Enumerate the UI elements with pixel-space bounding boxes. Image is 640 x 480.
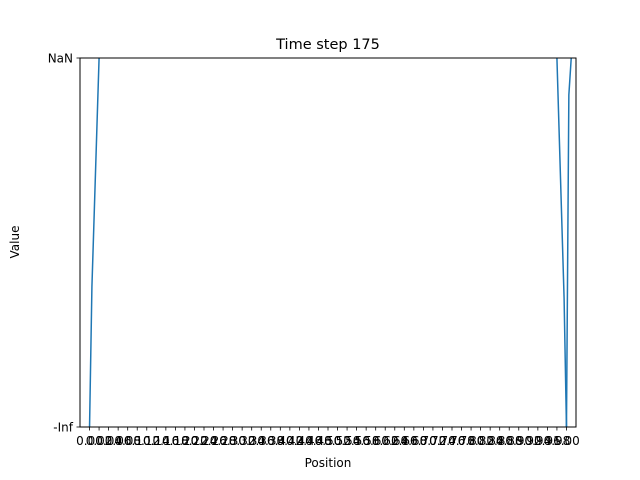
x-tick-label: 0.50 [315,434,342,448]
series-line-segment [88,57,100,428]
x-tick-label: 0.72 [420,434,447,448]
x-tick-label: 0.84 [477,434,504,448]
x-tick-label: 0.74 [429,434,456,448]
plot-lines [88,57,572,428]
x-tick-label: 0.66 [391,434,418,448]
y-axis-label: Value [8,226,22,259]
x-tick-label: 0.28 [210,434,237,448]
x-tick-label: 0.26 [200,434,227,448]
x-tick-label: 0.64 [381,434,408,448]
x-tick-label: 0.58 [353,434,380,448]
x-tick-label: 0.40 [267,434,294,448]
x-tick-label: 0.30 [219,434,246,448]
x-tick-label: 0.44 [286,434,313,448]
x-tick-label: 0.76 [439,434,466,448]
x-tick-label: 0.78 [448,434,475,448]
x-tick-label: 0.82 [467,434,494,448]
x-tick-label: 0.36 [248,434,275,448]
x-tick-label: 0.32 [229,434,256,448]
x-tick-label: 0.02 [86,434,113,448]
x-tick-label: 0.68 [400,434,427,448]
x-tick-label: 0.62 [372,434,399,448]
chart-title: Time step 175 [275,37,380,53]
x-tick-label: 0.88 [496,434,523,448]
x-tick-label: 0.20 [172,434,199,448]
x-tick-label: 0.96 [534,434,561,448]
x-tick-label: 0.14 [143,434,170,448]
series-line-segment [565,57,572,428]
x-tick-label: 0.86 [486,434,513,448]
x-tick-label: 0.42 [276,434,303,448]
x-tick-label: 0.46 [296,434,323,448]
x-tick-label: 0.18 [162,434,189,448]
x-tick-label: 0.34 [238,434,265,448]
x-tick-label: 0.38 [257,434,284,448]
x-tick-label: 0.06 [105,434,132,448]
x-tick-label: 0.94 [524,434,551,448]
x-tick-label: 0.16 [152,434,179,448]
y-axis: -Inf NaN [48,52,80,435]
x-tick-label: 0.12 [133,434,160,448]
x-tick-label: 0.60 [362,434,389,448]
x-tick-label: 0.70 [410,434,437,448]
x-tick-label: 0.56 [343,434,370,448]
x-tick-label: 0.08 [114,434,141,448]
x-tick-label: 0.24 [191,434,218,448]
x-tick-label: 0.98 [544,434,571,448]
x-tick-label: 0.52 [324,434,351,448]
y-tick-label: NaN [48,52,73,66]
x-tick-label: 0.10 [124,434,151,448]
x-tick-label: 0.90 [505,434,532,448]
y-tick-label: -Inf [53,421,73,435]
x-tick-label: 0.04 [95,434,122,448]
x-tick-label: 1.00 [553,434,580,448]
plot-frame [79,57,577,428]
x-tick-label: 0.80 [458,434,485,448]
x-tick-label: 0.48 [305,434,332,448]
series-line-segment [556,57,568,428]
x-tick-label: 0.22 [181,434,208,448]
x-tick-label: 0.92 [515,434,542,448]
x-axis-label: Position [305,456,352,470]
x-tick-label: 0.00 [76,434,103,448]
x-axis: 0.000.020.040.060.080.100.120.140.160.18… [76,427,580,448]
x-tick-label: 0.54 [334,434,361,448]
